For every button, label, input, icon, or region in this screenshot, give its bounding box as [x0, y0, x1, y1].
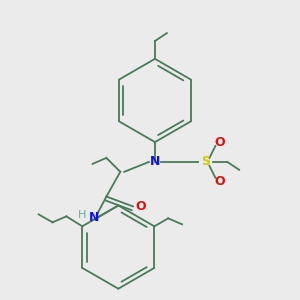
Text: H: H [78, 210, 87, 220]
Text: O: O [214, 136, 225, 148]
Text: S: S [201, 155, 210, 168]
Text: N: N [150, 155, 160, 168]
Text: N: N [89, 211, 100, 224]
Text: O: O [214, 175, 225, 188]
Text: O: O [136, 200, 146, 213]
